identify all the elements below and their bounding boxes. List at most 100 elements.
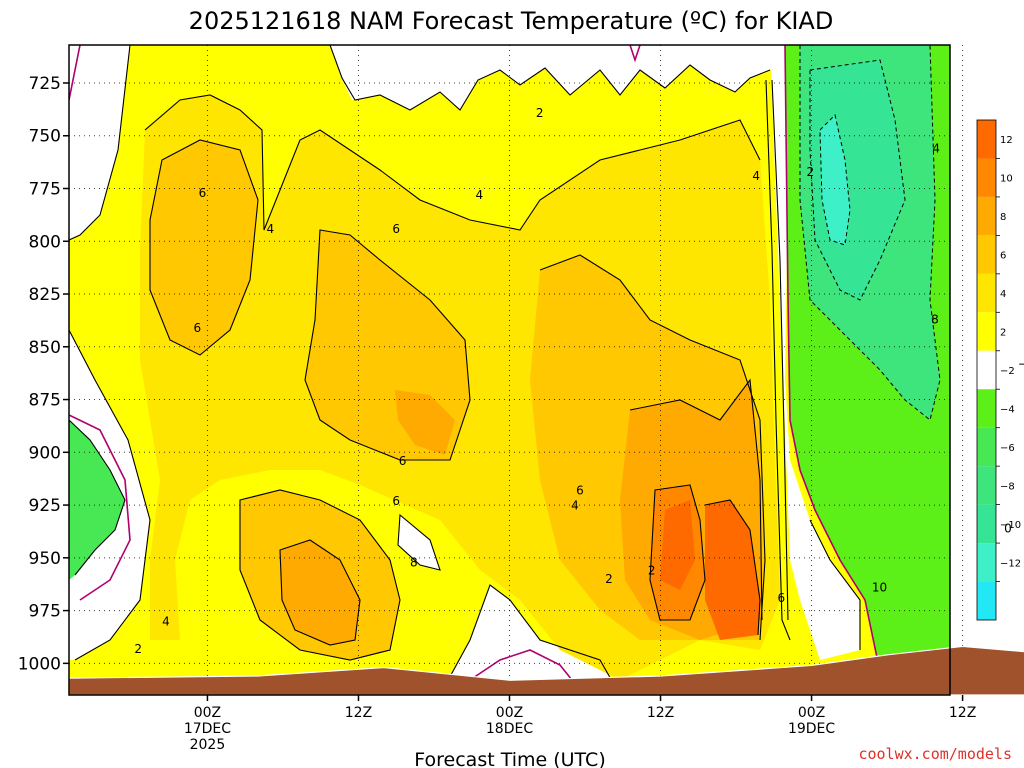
colorbar-tick-label: 4 bbox=[1000, 289, 1006, 300]
fill-redorange-b bbox=[705, 500, 760, 640]
colorbar-bin bbox=[977, 120, 996, 159]
fill-white-left bbox=[69, 45, 130, 240]
x-axis: 00Z17DEC202512Z00Z18DEC12Z00Z19DEC12Z00Z… bbox=[184, 695, 976, 753]
contour-value-label: 2 bbox=[134, 642, 142, 656]
contour-line-negative bbox=[819, 114, 851, 246]
contour-line bbox=[149, 139, 259, 356]
y-tick-label: 775 bbox=[29, 180, 61, 200]
contour-line bbox=[304, 229, 471, 461]
contour-value-label: 4 bbox=[752, 169, 760, 183]
colorbar-tick-label: 6 bbox=[1000, 251, 1006, 262]
contour-value-label: 4 bbox=[932, 142, 940, 156]
zero-contour-line bbox=[469, 649, 581, 691]
fill-white-top bbox=[330, 45, 790, 110]
fill-white-pocket bbox=[398, 515, 440, 570]
colorbar-bin bbox=[977, 504, 996, 544]
x-axis-label: Forecast Time (UTC) bbox=[414, 749, 605, 768]
y-tick-label: 950 bbox=[29, 549, 61, 569]
y-axis: 725 750 775 800 825 850 875 900 925 950 975 1000 bbox=[18, 74, 69, 674]
fill-cyan-core bbox=[820, 115, 850, 245]
colorbar-bin bbox=[977, 273, 996, 313]
contour-value-label: 6 bbox=[778, 591, 786, 605]
contour-value-label: 4 bbox=[475, 188, 483, 202]
x-tick-label: 00Z bbox=[798, 705, 825, 721]
contour-value-label: 8 bbox=[410, 555, 418, 569]
contour-line bbox=[329, 45, 771, 111]
x-tick-label: 2025 bbox=[190, 737, 226, 753]
contour-line-negative bbox=[809, 59, 906, 301]
colorbar-frame bbox=[976, 119, 997, 621]
colorbar-tick-label: 2 bbox=[1000, 328, 1006, 339]
x-tick-label: 12Z bbox=[949, 705, 976, 721]
colorbar-tick-label: 12 bbox=[1000, 135, 1013, 146]
x-tick-label: 17DEC bbox=[184, 721, 231, 737]
colorbar-tick-label: 8 bbox=[1000, 212, 1006, 223]
colorbar-tick-label: −2 bbox=[1000, 366, 1015, 377]
fill-orange-f bbox=[280, 540, 360, 645]
colorbar-bin bbox=[977, 389, 996, 428]
contour-line bbox=[397, 513, 441, 571]
zero-contour-line bbox=[784, 45, 881, 673]
y-tick-label: 975 bbox=[29, 602, 61, 622]
contour-line bbox=[144, 94, 761, 231]
contour-line bbox=[239, 489, 401, 661]
contour-labels: 246466866426422642108402−10−6−4−8 bbox=[134, 106, 1024, 656]
grid bbox=[69, 45, 964, 695]
fill-white-bottom bbox=[440, 585, 620, 695]
y-tick-label: 725 bbox=[29, 74, 61, 94]
contour-value-label: −6 bbox=[1018, 357, 1024, 371]
contour-line bbox=[704, 499, 761, 636]
colorbar-tick-label: −12 bbox=[1000, 558, 1021, 569]
contour-value-label: 2 bbox=[648, 564, 656, 578]
contour-value-label: 6 bbox=[576, 484, 584, 498]
zero-contours bbox=[69, 45, 881, 691]
zero-contour-line bbox=[69, 414, 131, 601]
fill-green-left bbox=[69, 420, 125, 580]
x-tick-label: 19DEC bbox=[788, 721, 835, 737]
contour-value-label: 2 bbox=[536, 106, 544, 120]
y-tick-label: 750 bbox=[29, 127, 61, 147]
contour-line bbox=[649, 484, 706, 621]
contour-line bbox=[69, 329, 151, 661]
contour-line bbox=[765, 79, 791, 641]
colorbar-tick-label: −8 bbox=[1000, 481, 1015, 492]
colorbar-tick-label: −4 bbox=[1000, 404, 1015, 415]
contour-line bbox=[69, 45, 131, 241]
fill-orange-g bbox=[395, 390, 455, 455]
contour-line bbox=[279, 539, 361, 646]
fill-orange-a bbox=[150, 140, 258, 355]
contour-value-label: 6 bbox=[392, 494, 400, 508]
y-tick-label: 875 bbox=[29, 391, 61, 411]
contour-line bbox=[539, 254, 766, 641]
colorbar-bin bbox=[977, 427, 996, 467]
terrain-surface bbox=[68, 645, 1024, 696]
x-tick-label: 00Z bbox=[496, 705, 523, 721]
credit-text: coolwx.com/models bbox=[858, 745, 1012, 763]
contour-line bbox=[809, 519, 861, 650]
contour-value-label: 4 bbox=[162, 614, 170, 628]
contour-value-label: 10 bbox=[872, 581, 887, 595]
colorbar-bin bbox=[977, 543, 996, 582]
contour-value-label: 6 bbox=[199, 186, 207, 200]
colorbar-bin bbox=[977, 158, 996, 197]
y-tick-label: 800 bbox=[29, 232, 61, 252]
colorbar-bin bbox=[977, 196, 996, 236]
colorbar-bin bbox=[977, 312, 996, 351]
contour-value-label: 4 bbox=[267, 222, 275, 236]
y-tick-label: 850 bbox=[29, 338, 61, 358]
y-tick-label: 900 bbox=[29, 443, 61, 463]
x-tick-label: 00Z bbox=[194, 705, 221, 721]
contour-value-label: 6 bbox=[399, 454, 407, 468]
contour-value-label: 6 bbox=[194, 321, 202, 335]
contour-line bbox=[771, 79, 789, 621]
x-tick-label: 18DEC bbox=[486, 721, 533, 737]
colorbar-bin bbox=[977, 350, 996, 390]
zero-contour-line bbox=[69, 45, 81, 101]
contour-value-label: 2 bbox=[605, 572, 613, 586]
colorbar-bin bbox=[977, 466, 996, 505]
y-tick-label: 1000 bbox=[18, 654, 61, 674]
fill-white-right bbox=[770, 45, 860, 660]
contour-value-label: 0 bbox=[1004, 522, 1012, 536]
zero-contour-line bbox=[629, 45, 641, 63]
